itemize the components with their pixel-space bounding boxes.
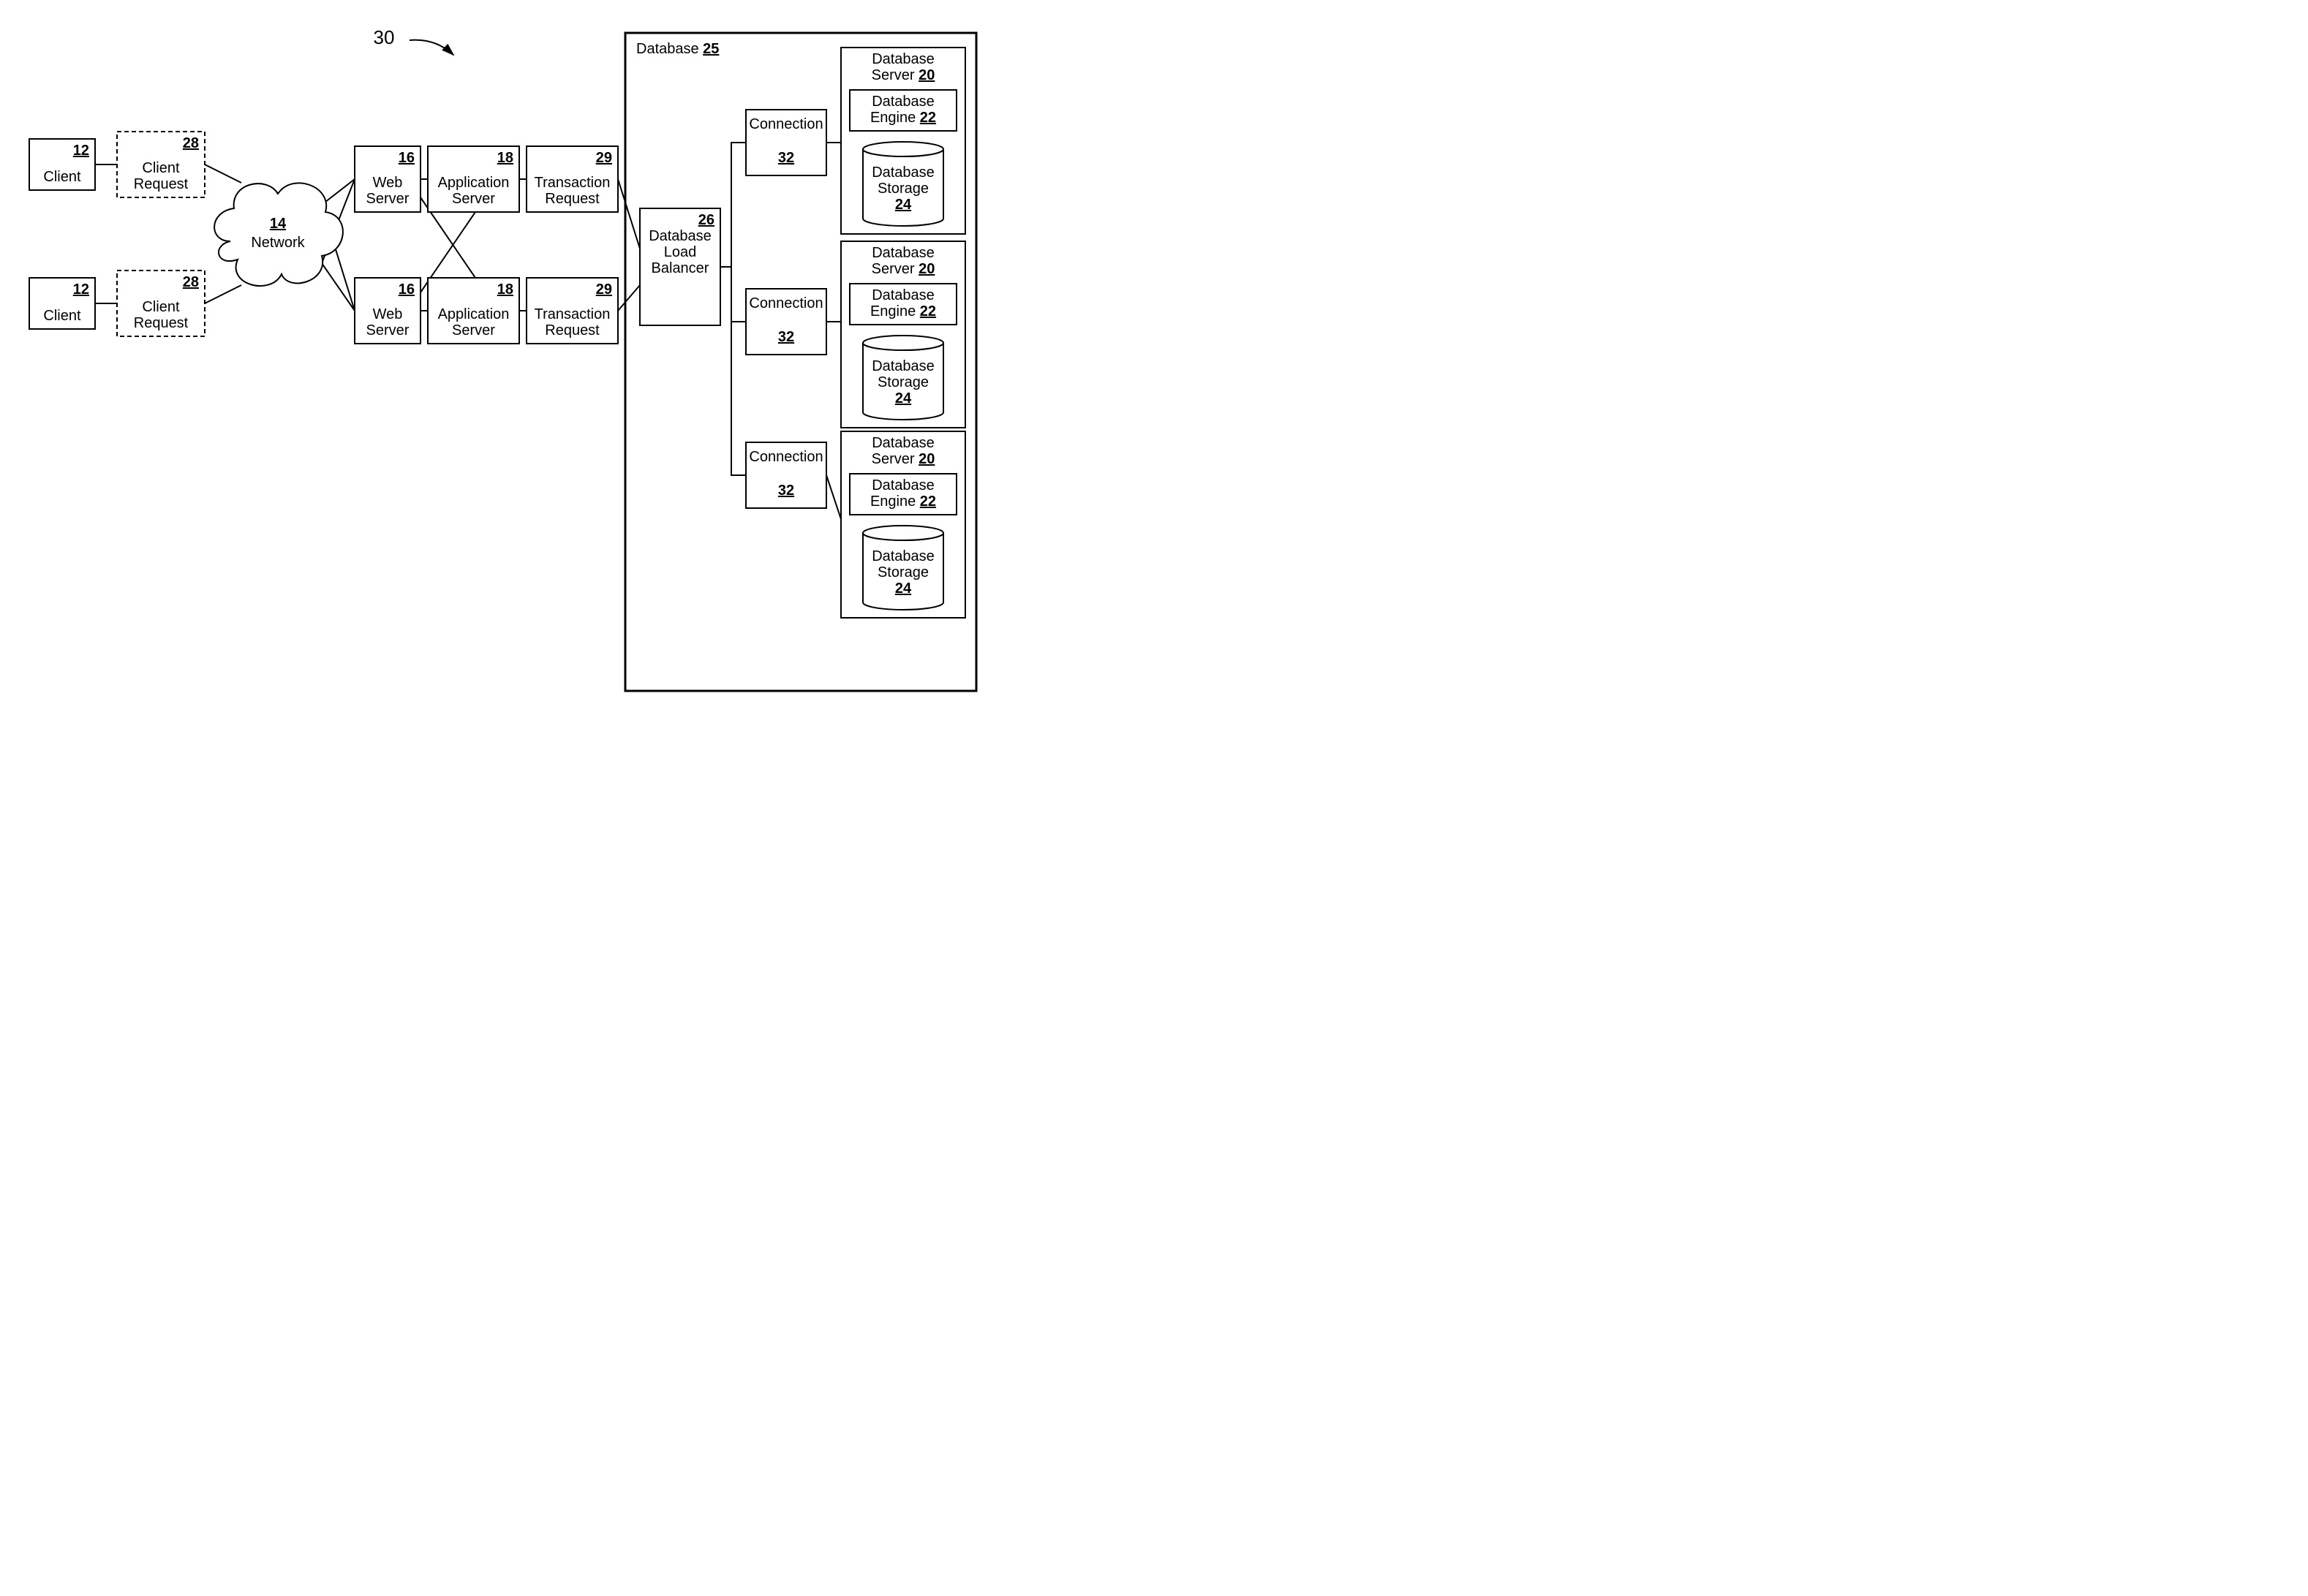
db-server-label: Database: [872, 435, 935, 451]
db-storage-ref: 24: [895, 390, 912, 406]
app1-ref: 18: [497, 150, 513, 166]
db-server-label: Database: [872, 245, 935, 261]
db-engine-label: Database: [872, 94, 935, 110]
db-server-label2: Server 20: [872, 261, 935, 277]
connector: [720, 143, 746, 267]
conn2-ref: 32: [778, 329, 794, 345]
connector: [205, 164, 241, 183]
creq2-label: Client: [142, 299, 180, 315]
db-server-label2: Server 20: [872, 67, 935, 83]
creq1-ref: 28: [183, 135, 199, 151]
database-container-label: Database 25: [636, 41, 719, 57]
figure-arrow: [410, 40, 453, 55]
connector: [618, 179, 640, 249]
treq1-label: Request: [545, 191, 600, 207]
connector: [826, 475, 841, 519]
app2-ref: 18: [497, 281, 513, 298]
client2-label: Client: [43, 308, 81, 324]
web1-label: Server: [366, 191, 410, 207]
client1-label: Client: [43, 169, 81, 185]
db-storage-label: Database: [872, 164, 935, 181]
web2-ref: 16: [399, 281, 415, 298]
app2-label: Application: [438, 306, 510, 322]
db-storage-label: Database: [872, 358, 935, 374]
db-server-label2: Server 20: [872, 451, 935, 467]
conn3-ref: 32: [778, 483, 794, 499]
treq2-label: Request: [545, 322, 600, 339]
cylinder-top: [863, 142, 943, 156]
creq2-ref: 28: [183, 274, 199, 290]
conn1-label: Connection: [749, 116, 823, 132]
dlb-label: Balancer: [652, 260, 709, 276]
client1-ref: 12: [73, 143, 89, 159]
figure-number: 30: [374, 26, 395, 48]
db-storage-ref: 24: [895, 197, 912, 213]
conn2-label: Connection: [749, 295, 823, 311]
app2-label: Server: [452, 322, 495, 339]
web2-label: Server: [366, 322, 410, 339]
treq2-label: Transaction: [535, 306, 611, 322]
conn1-ref: 32: [778, 150, 794, 166]
db-engine-label: Database: [872, 477, 935, 493]
dlb-ref: 26: [698, 212, 714, 228]
db-engine-label2: Engine 22: [870, 493, 936, 510]
conn3-label: Connection: [749, 449, 823, 465]
connector: [720, 267, 746, 475]
connector: [618, 285, 640, 311]
db-storage-ref: 24: [895, 580, 912, 597]
creq1-label: Client: [142, 160, 180, 176]
web2-label: Web: [373, 306, 403, 322]
db-engine-label2: Engine 22: [870, 110, 936, 126]
db-engine-label2: Engine 22: [870, 303, 936, 319]
db-storage-label2: Storage: [878, 374, 929, 390]
connector: [720, 267, 746, 322]
app1-label: Server: [452, 191, 495, 207]
cylinder-top: [863, 526, 943, 540]
db-storage-label2: Storage: [878, 564, 929, 580]
creq2-label: Request: [134, 315, 189, 331]
diagram-canvas: 30Database 2514Network12Client12Client28…: [15, 15, 1095, 762]
web1-label: Web: [373, 175, 403, 191]
connector: [322, 263, 355, 311]
treq1-ref: 29: [596, 150, 612, 166]
dlb-label: Database: [649, 228, 712, 244]
cylinder-top: [863, 336, 943, 350]
treq1-label: Transaction: [535, 175, 611, 191]
db-storage-label: Database: [872, 548, 935, 564]
dlb-label: Load: [664, 244, 697, 260]
client2-ref: 12: [73, 281, 89, 298]
app1-label: Application: [438, 175, 510, 191]
web1-ref: 16: [399, 150, 415, 166]
network-label: Network: [251, 235, 305, 251]
treq2-ref: 29: [596, 281, 612, 298]
db-server-label: Database: [872, 51, 935, 67]
network-ref: 14: [270, 216, 287, 232]
db-storage-label2: Storage: [878, 181, 929, 197]
db-engine-label: Database: [872, 287, 935, 303]
connector: [205, 285, 241, 303]
creq1-label: Request: [134, 176, 189, 192]
